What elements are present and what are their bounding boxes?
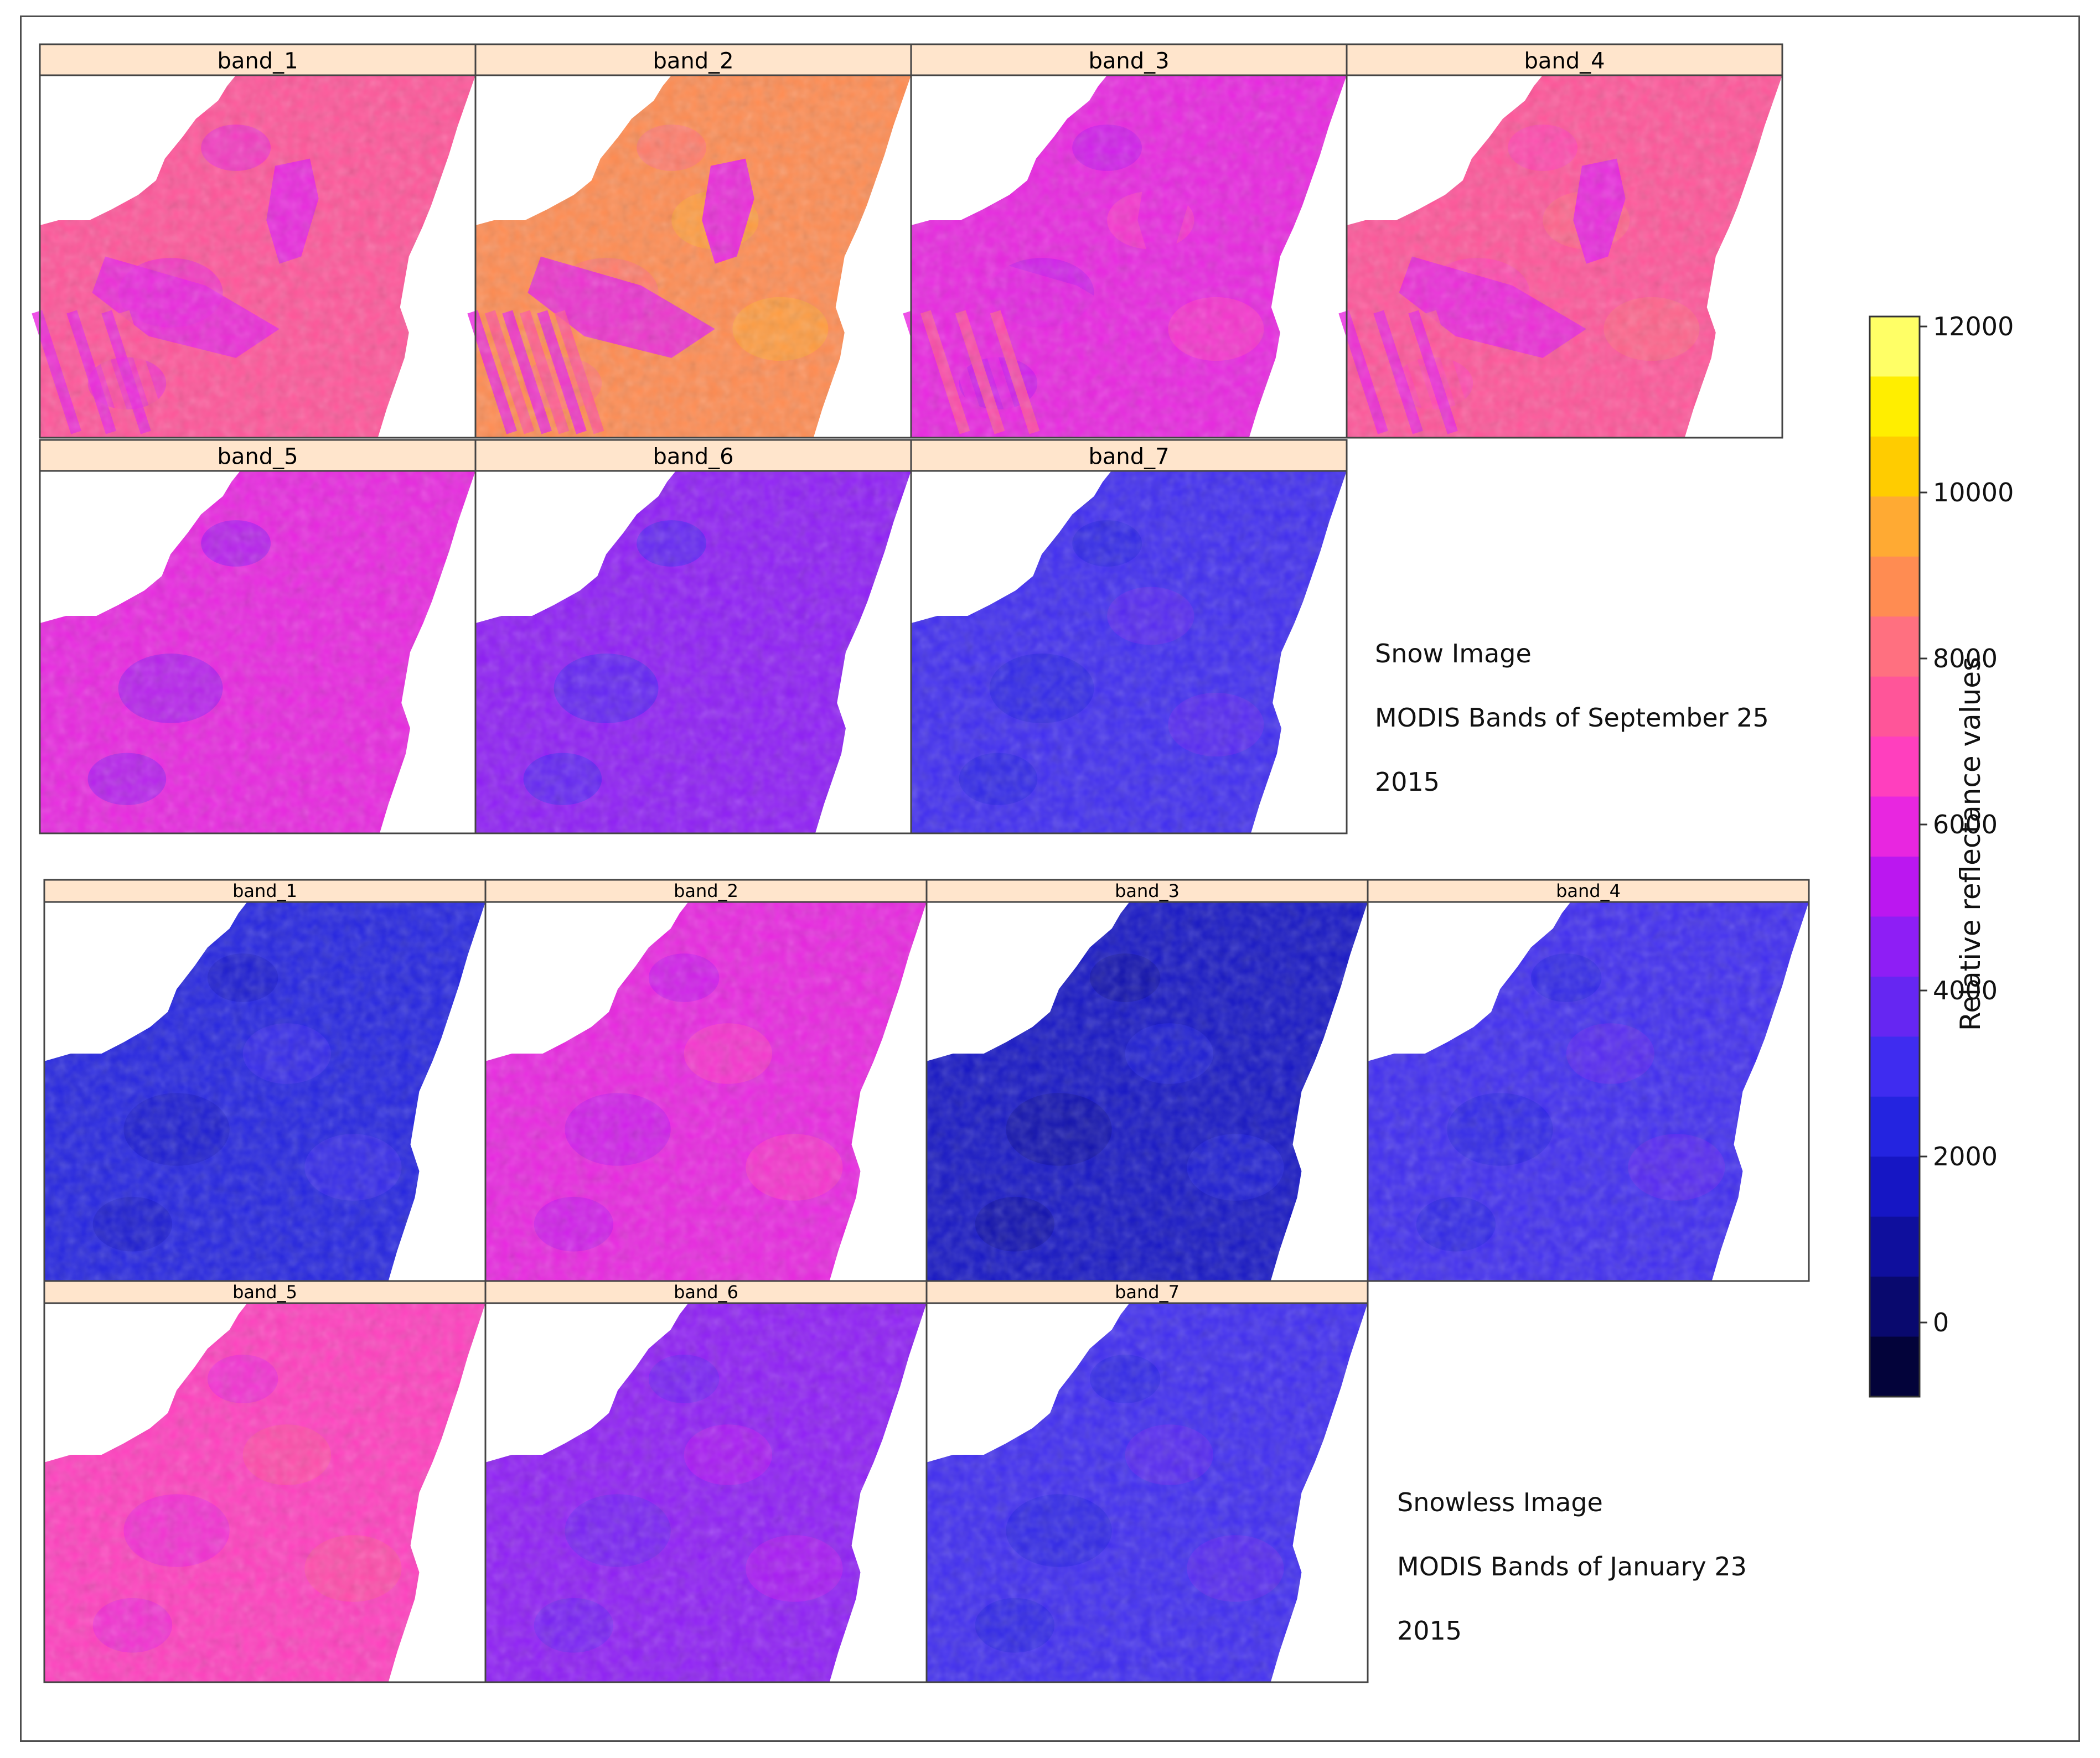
colorkey-segment	[1870, 737, 1920, 797]
panel-strip	[43, 879, 487, 903]
panel-label: band_4	[1524, 49, 1605, 74]
colorkey-title: Relative reflectance values	[1954, 656, 1987, 1031]
colorkey-segment	[1870, 317, 1920, 377]
colorkey-segment	[1870, 916, 1920, 977]
colorkey-segment	[1870, 796, 1920, 857]
colorkey-tick-label: 2000	[1933, 1142, 1998, 1171]
colorkey-segment	[1870, 496, 1920, 557]
band-panel: band_4	[1367, 879, 1810, 1282]
panel-label: band_3	[1115, 880, 1180, 901]
caption-line: MODIS Bands of September 25	[1375, 703, 1769, 733]
band-panel: band_6	[474, 439, 912, 834]
colorkey-border	[1869, 315, 1921, 1398]
band-panel: band_2	[484, 879, 928, 1282]
snow-image-caption: Snow Image MODIS Bands of September 25 2…	[1375, 605, 1769, 830]
panel-label: band_6	[674, 1282, 738, 1303]
band-panel: band_5	[39, 439, 477, 834]
colorkey-segment	[1870, 1157, 1920, 1217]
panel-label: band_3	[1088, 49, 1169, 74]
colorkey-segment	[1870, 1216, 1920, 1277]
colorkey-segment	[1870, 1277, 1920, 1337]
colorkey-segment	[1870, 436, 1920, 497]
panel-label: band_6	[653, 444, 733, 470]
colorkey-segment	[1870, 1036, 1920, 1097]
panel-label: band_5	[232, 1282, 297, 1303]
caption-line: 2015	[1375, 767, 1440, 797]
panel-label: band_2	[674, 880, 738, 901]
band-panel: band_3	[903, 43, 1348, 439]
colorkey-segment	[1870, 616, 1920, 677]
panel-border	[1346, 74, 1783, 439]
panel-label: band_5	[217, 444, 298, 470]
band-panel: band_1	[32, 43, 477, 439]
colorkey-segment	[1870, 857, 1920, 917]
panel-label: band_7	[1088, 444, 1169, 470]
panel-strip	[1367, 879, 1810, 903]
band-panel: band_2	[467, 43, 912, 439]
colorkey-tick-label: 4000	[1933, 976, 1998, 1005]
colorkey-tick-label: 8000	[1933, 644, 1998, 673]
panel-strip	[925, 879, 1369, 903]
land-raster	[485, 902, 927, 1281]
band-panel: band_4	[1338, 43, 1783, 439]
panel-label: band_7	[1115, 1282, 1180, 1303]
caption-line: 2015	[1397, 1616, 1462, 1646]
band-panel: band_5	[43, 1280, 487, 1683]
figure-frame	[20, 15, 2080, 1742]
colorkey-segment	[1870, 1096, 1920, 1157]
caption-line: Snowless Image	[1397, 1487, 1603, 1517]
band-panel: band_3	[925, 879, 1369, 1282]
panel-label: band_2	[653, 49, 733, 74]
band-panel: band_7	[910, 439, 1348, 834]
panel-label: band_4	[1556, 880, 1621, 901]
panel-strip	[910, 439, 1348, 472]
color-key: 12000 10000 8000 6000 4000 2000 0	[1869, 312, 2014, 1398]
caption-line: MODIS Bands of January 23	[1397, 1552, 1747, 1581]
band-panel: band_1	[43, 879, 487, 1282]
colorkey-tick-label: 6000	[1933, 810, 1998, 839]
panel-border	[910, 470, 1348, 834]
colorkey-segment	[1870, 676, 1920, 737]
panel-strip	[925, 1280, 1369, 1304]
panel-label: band_1	[232, 880, 297, 901]
band-panel: band_6	[484, 1280, 928, 1683]
panel-label: band_1	[217, 49, 298, 74]
colorkey-segment	[1870, 976, 1920, 1037]
panel-border	[1367, 901, 1810, 1282]
colorkey-tick-label: 12000	[1933, 312, 2014, 341]
band-panel: band_7	[925, 1280, 1369, 1683]
colorkey-segment	[1870, 556, 1920, 617]
snowless-image-caption: Snowless Image MODIS Bands of January 23…	[1397, 1454, 1747, 1679]
caption-line: Snow Image	[1375, 639, 1532, 668]
colorkey-segment	[1870, 376, 1920, 437]
panel-strip	[484, 1280, 928, 1304]
colorkey-segment	[1870, 1336, 1920, 1397]
panel-border	[925, 1302, 1369, 1683]
colorkey-tick-label: 0	[1933, 1308, 1949, 1337]
colorkey-tick-label: 10000	[1933, 478, 2014, 507]
